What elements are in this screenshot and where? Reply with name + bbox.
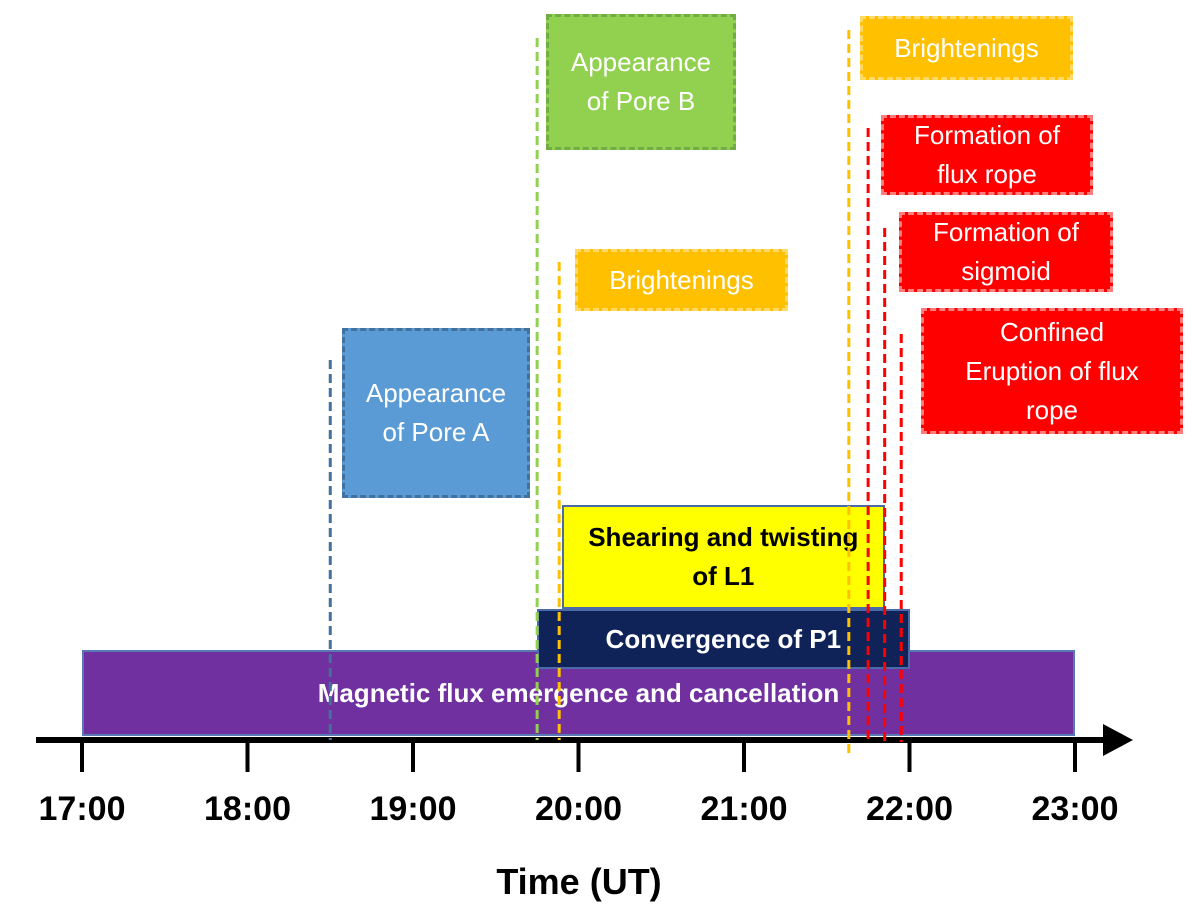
interval-convergence-p1: Convergence of P1: [537, 609, 910, 669]
event-confined-eruption: Confined Eruption of flux rope: [921, 308, 1183, 434]
axis-tick-label: 18:00: [204, 790, 291, 828]
event-brightenings-2: Brightenings: [860, 16, 1073, 80]
event-pore-a-label: Appearance of Pore A: [365, 378, 507, 447]
axis-tick-label: 19:00: [370, 790, 457, 828]
event-flux-rope-formation: Formation of flux rope: [881, 115, 1093, 195]
axis-tick-label: 20:00: [535, 790, 622, 828]
axis-tick-label: 17:00: [39, 790, 126, 828]
event-pore-a: Appearance of Pore A: [342, 328, 530, 498]
time-axis: 17:00 18:00 19:00 20:00 21:00 22:00 23:00 Time…: [36, 724, 1133, 902]
axis-tick-label: 22:00: [866, 790, 953, 828]
event-sigmoid-formation-label: Formation of sigmoid: [933, 217, 1079, 286]
event-brightenings-2-label: Brightenings: [894, 32, 1039, 63]
axis-ticks: [80, 740, 1077, 772]
interval-shearing-l1: Shearing and twisting of L1: [561, 505, 885, 609]
event-pore-b: Appearance of Pore B: [546, 14, 736, 150]
event-brightenings-1: Brightenings: [575, 249, 788, 311]
event-pore-b-label: Appearance of Pore B: [570, 47, 712, 116]
axis-title: Time (UT): [496, 861, 661, 902]
event-confined-eruption-label: Confined Eruption of flux rope: [965, 316, 1139, 425]
interval-flux-emergence-label: Magnetic flux emergence and cancellation: [317, 677, 840, 708]
axis-tick-labels: 17:00 18:00 19:00 20:00 21:00 22:00 23:00: [39, 790, 1119, 828]
event-brightenings-1-label: Brightenings: [609, 264, 754, 295]
axis-arrowhead: [1103, 724, 1133, 756]
event-flux-rope-formation-label: Formation of flux rope: [914, 120, 1060, 189]
axis-tick-label: 23:00: [1032, 790, 1119, 828]
interval-shearing-l1-label: Shearing and twisting of L1: [588, 522, 859, 591]
event-sigmoid-formation: Formation of sigmoid: [899, 212, 1113, 292]
axis-tick-label: 21:00: [701, 790, 788, 828]
interval-convergence-p1-label: Convergence of P1: [605, 624, 842, 654]
